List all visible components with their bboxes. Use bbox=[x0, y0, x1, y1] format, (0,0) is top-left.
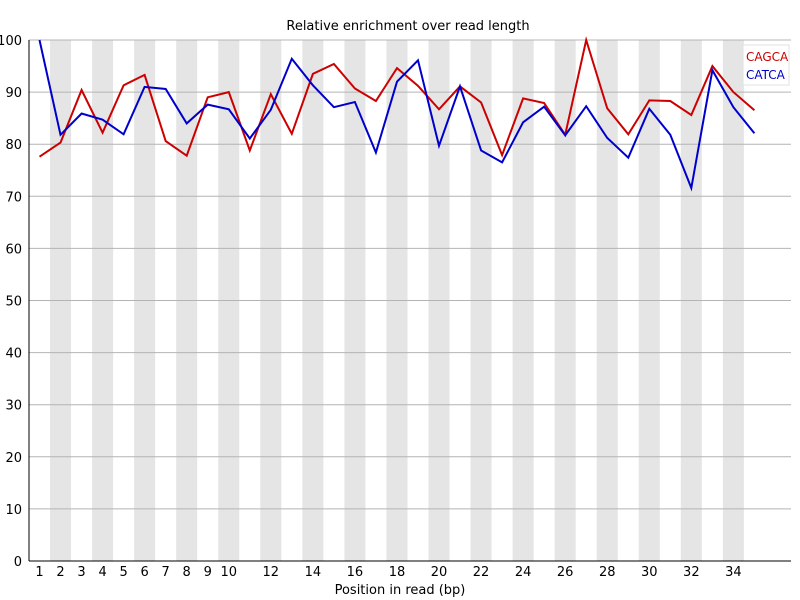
x-tick-34: 34 bbox=[725, 565, 742, 580]
y-tick-50: 50 bbox=[5, 295, 22, 310]
series-line-cagca bbox=[38, 36, 756, 158]
x-tick-2: 2 bbox=[56, 565, 64, 580]
y-tick-70: 70 bbox=[5, 190, 22, 205]
x-tick-7: 7 bbox=[162, 565, 170, 580]
x-tick-5: 5 bbox=[119, 565, 127, 580]
legend-item-catca: CATCA bbox=[746, 68, 786, 82]
y-tick-labels: 0 10 20 30 40 50 60 70 80 90 100 bbox=[0, 34, 22, 570]
y-tick-0: 0 bbox=[14, 555, 22, 570]
y-tick-20: 20 bbox=[5, 451, 22, 466]
x-tick-32: 32 bbox=[683, 565, 700, 580]
x-tick-20: 20 bbox=[431, 565, 448, 580]
x-tick-6: 6 bbox=[141, 565, 149, 580]
x-tick-8: 8 bbox=[183, 565, 191, 580]
x-tick-24: 24 bbox=[515, 565, 532, 580]
x-tick-12: 12 bbox=[263, 565, 280, 580]
x-tick-26: 26 bbox=[557, 565, 574, 580]
x-tick-16: 16 bbox=[347, 565, 364, 580]
legend: CAGCA CATCA bbox=[742, 44, 790, 86]
x-tick-labels: 1 2 3 4 5 6 7 8 9 10 12 14 16 18 20 22 24 26 28 30 32 34 bbox=[35, 565, 741, 580]
x-tick-30: 30 bbox=[641, 565, 658, 580]
x-tick-28: 28 bbox=[599, 565, 616, 580]
y-tick-10: 10 bbox=[5, 503, 22, 518]
series-lines bbox=[38, 36, 756, 192]
x-tick-10: 10 bbox=[220, 565, 237, 580]
legend-item-cagca: CAGCA bbox=[746, 50, 789, 64]
chart-title: Relative enrichment over read length bbox=[286, 19, 529, 34]
x-tick-18: 18 bbox=[389, 565, 406, 580]
legend-box bbox=[742, 44, 790, 86]
y-tick-40: 40 bbox=[5, 347, 22, 362]
x-tick-22: 22 bbox=[473, 565, 490, 580]
y-tick-90: 90 bbox=[5, 86, 22, 101]
y-tick-80: 80 bbox=[5, 138, 22, 153]
y-tick-60: 60 bbox=[5, 242, 22, 257]
y-tick-30: 30 bbox=[5, 399, 22, 414]
y-tick-100: 100 bbox=[0, 34, 22, 49]
series-line-catca bbox=[38, 39, 756, 192]
axes bbox=[28, 40, 791, 562]
x-tick-1: 1 bbox=[35, 565, 43, 580]
x-tick-3: 3 bbox=[77, 565, 85, 580]
x-tick-14: 14 bbox=[305, 565, 322, 580]
x-axis-label: Position in read (bp) bbox=[335, 583, 466, 598]
x-tick-9: 9 bbox=[204, 565, 212, 580]
x-tick-4: 4 bbox=[98, 565, 106, 580]
